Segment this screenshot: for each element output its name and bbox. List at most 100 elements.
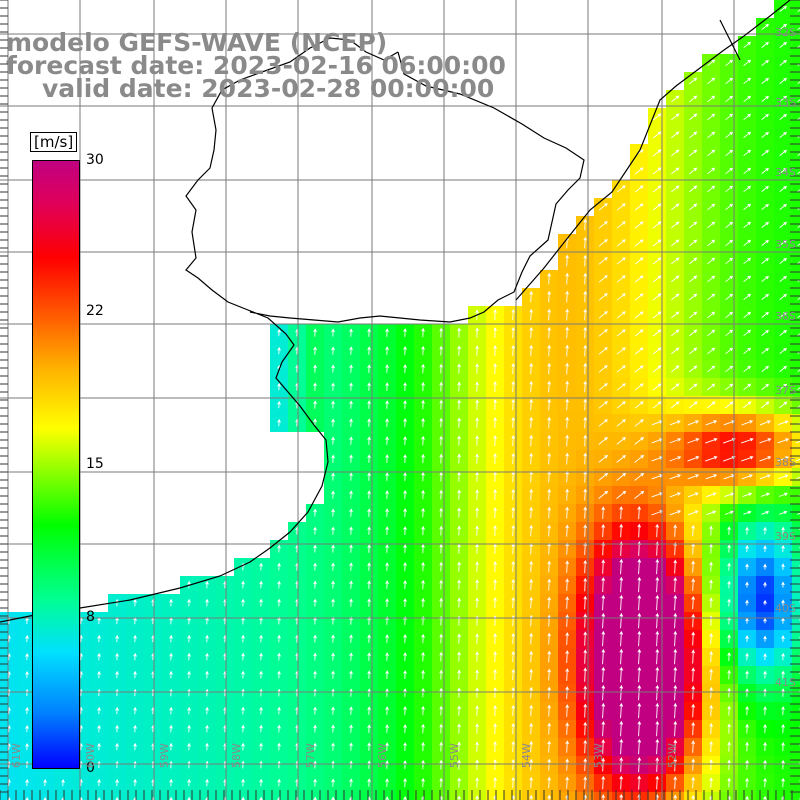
wind-arrow <box>616 401 626 409</box>
wind-arrow <box>740 437 754 444</box>
wind-arrow <box>725 347 734 355</box>
wind-arrow <box>725 365 734 373</box>
wind-arrow <box>385 490 389 499</box>
lat-label: 32S <box>775 26 796 39</box>
wind-arrow <box>403 562 407 572</box>
wind-arrow <box>457 327 461 338</box>
wind-arrow <box>547 290 552 303</box>
wind-arrow <box>385 346 389 355</box>
wind-arrow <box>277 562 281 571</box>
wind-cell <box>792 270 800 288</box>
wind-arrow <box>741 474 753 480</box>
wind-arrow <box>671 221 680 229</box>
wind-arrow <box>689 149 698 157</box>
wind-arrow <box>385 598 389 607</box>
wind-arrow <box>349 382 353 391</box>
wind-arrow <box>457 561 461 572</box>
wind-arrow <box>97 670 101 679</box>
wind-arrow <box>169 778 173 787</box>
wind-arrow <box>277 706 281 715</box>
wind-arrow <box>673 776 678 789</box>
wind-arrow <box>598 239 608 247</box>
wind-arrow <box>565 272 570 285</box>
wind-arrow <box>709 561 713 572</box>
wind-arrow <box>583 290 588 303</box>
wind-arrow <box>565 704 570 717</box>
wind-cell <box>792 594 800 612</box>
wind-arrow <box>277 400 281 409</box>
wind-arrow <box>743 311 752 319</box>
wind-cell <box>792 180 800 198</box>
wind-arrow <box>349 436 353 445</box>
wind-arrow <box>439 561 443 572</box>
wind-arrow <box>763 723 767 734</box>
wind-arrow <box>547 578 552 591</box>
wind-cell <box>54 792 72 800</box>
wind-arrow <box>349 490 353 499</box>
wind-arrow <box>241 706 245 715</box>
wind-arrow <box>655 558 660 575</box>
wind-arrow <box>367 436 371 445</box>
wind-arrow <box>457 651 461 662</box>
wind-arrow <box>403 382 407 392</box>
wind-arrow <box>547 434 552 447</box>
wind-arrow <box>727 777 731 788</box>
wind-arrow <box>439 669 443 680</box>
wind-arrow <box>652 311 662 319</box>
wind-arrow <box>583 272 588 285</box>
wind-cell <box>126 792 144 800</box>
wind-arrow <box>349 760 353 769</box>
wind-cell <box>414 792 432 800</box>
wind-arrow <box>205 580 209 589</box>
wind-arrow <box>619 720 624 737</box>
wind-arrow <box>725 131 734 139</box>
wind-arrow <box>779 221 788 228</box>
wind-arrow <box>385 544 389 553</box>
wind-arrow <box>761 203 770 210</box>
wind-arrow <box>637 523 642 538</box>
wind-arrow <box>511 416 516 429</box>
wind-arrow <box>331 400 335 409</box>
wind-arrow <box>652 203 662 211</box>
wind-arrow <box>349 616 353 625</box>
wind-cell <box>792 684 800 702</box>
wind-arrow <box>725 221 734 229</box>
wind-arrow <box>547 560 552 573</box>
wind-arrow <box>475 525 479 536</box>
wind-arrow <box>655 702 660 719</box>
wind-arrow <box>796 476 800 480</box>
wind-cell <box>792 576 800 594</box>
wind-arrow <box>778 474 789 480</box>
wind-arrow <box>313 598 317 607</box>
wind-arrow <box>331 670 335 679</box>
wind-arrow <box>761 401 770 409</box>
wind-arrow <box>634 490 645 499</box>
wind-arrow <box>529 344 534 357</box>
wind-arrow <box>547 614 552 627</box>
wind-arrow <box>634 454 645 463</box>
wind-arrow <box>313 328 317 337</box>
wind-arrow <box>277 382 281 391</box>
wind-arrow <box>25 634 29 643</box>
wind-cell <box>792 432 800 450</box>
wind-arrow <box>655 594 660 611</box>
wind-arrow <box>673 739 678 754</box>
wind-arrow <box>745 741 749 752</box>
wind-arrow <box>421 651 425 662</box>
wind-arrow <box>689 95 698 103</box>
wind-arrow <box>598 257 608 265</box>
wind-arrow <box>598 472 609 481</box>
wind-arrow <box>169 706 173 715</box>
wind-arrow <box>439 741 443 752</box>
colorbar-unit: [m/s] <box>30 132 78 152</box>
wind-arrow <box>529 290 534 303</box>
lon-label: 54W <box>520 743 533 768</box>
wind-arrow <box>781 670 785 679</box>
wind-arrow <box>133 724 137 733</box>
wind-arrow <box>619 702 624 719</box>
wind-cell <box>792 630 800 648</box>
wind-arrow <box>511 434 516 447</box>
wind-arrow <box>619 757 624 772</box>
wind-arrow <box>43 778 47 787</box>
wind-arrow <box>707 59 716 67</box>
